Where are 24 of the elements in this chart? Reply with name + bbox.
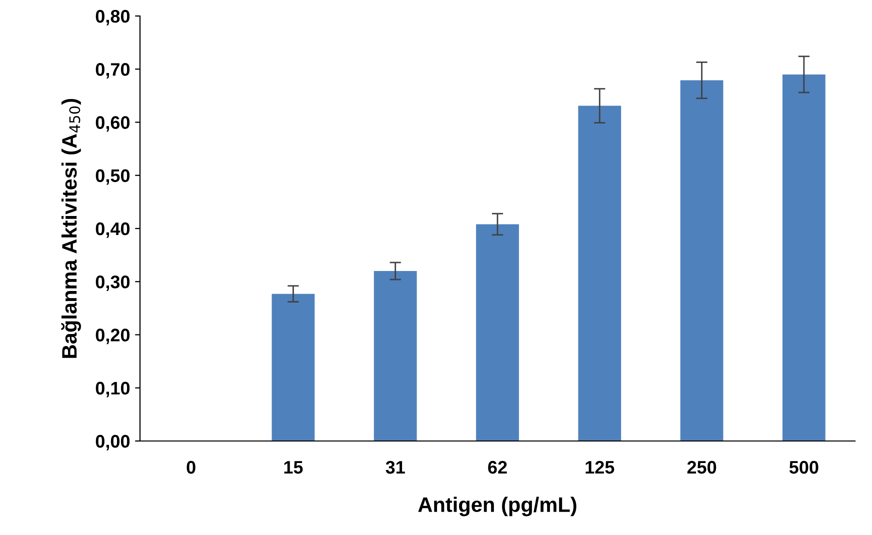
x-tick-label: 500 xyxy=(789,460,818,474)
y-tick-label: 0,50 xyxy=(96,169,130,185)
bar xyxy=(272,294,315,441)
y-tick-label: 0,80 xyxy=(96,10,130,26)
bar xyxy=(374,271,417,441)
x-tick-label: 250 xyxy=(687,460,716,474)
bar xyxy=(578,106,622,441)
x-tick-label: 0 xyxy=(186,460,196,474)
y-tick-label: 0,00 xyxy=(96,434,130,450)
x-tick-label: 62 xyxy=(488,460,507,474)
x-tick-label: 125 xyxy=(586,460,614,474)
y-tick-label: 0,10 xyxy=(96,382,130,398)
x-tick-label: 15 xyxy=(284,461,303,474)
y-tick-label: 0,20 xyxy=(96,328,130,344)
y-tick-label: 0,70 xyxy=(96,63,130,78)
x-axis-title: Antigen (pg/mL) xyxy=(418,496,576,516)
x-tick-label: 31 xyxy=(386,460,405,474)
y-tick-label: 0,30 xyxy=(96,276,130,291)
y-tick-label: 0,60 xyxy=(96,116,130,132)
y-tick-label: 0,40 xyxy=(96,222,130,238)
y-axis-title: Bağlanma Aktivitesi (A$_{450}$) xyxy=(61,98,81,358)
bar xyxy=(680,80,724,441)
bar xyxy=(782,74,826,441)
bar xyxy=(476,224,519,441)
